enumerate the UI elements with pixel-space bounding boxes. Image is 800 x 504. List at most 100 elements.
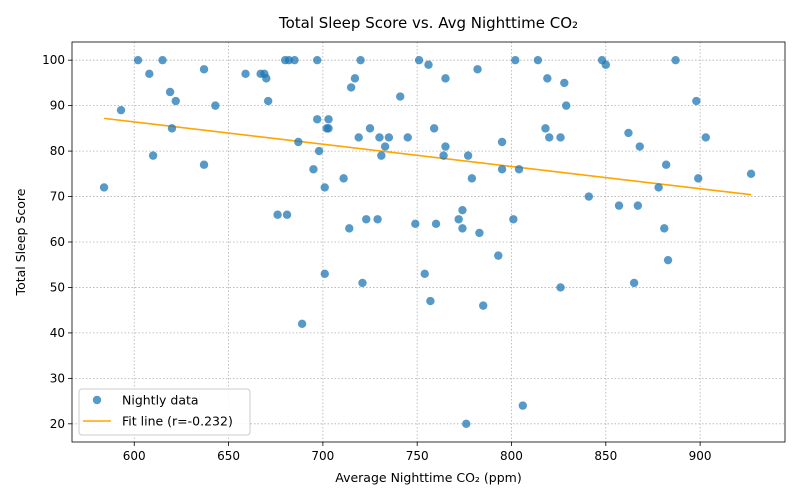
y-tick-label: 60	[50, 235, 65, 249]
x-axis-title: Average Nighttime CO₂ (ppm)	[335, 470, 521, 485]
data-point	[511, 55, 520, 65]
data-point	[396, 92, 405, 101]
data-point	[377, 151, 386, 160]
data-point	[694, 174, 703, 183]
data-point	[497, 165, 507, 174]
data-point	[294, 137, 303, 147]
data-point	[375, 133, 384, 142]
x-tick-label: 850	[594, 449, 617, 463]
data-point	[556, 133, 565, 142]
data-point	[518, 401, 528, 410]
data-point	[116, 105, 126, 115]
data-point	[660, 224, 669, 233]
data-point	[746, 169, 756, 179]
fit-line	[103, 117, 752, 196]
data-point	[431, 219, 441, 229]
data-point	[362, 215, 371, 224]
data-point	[454, 215, 463, 224]
x-tick-label: 800	[500, 449, 523, 463]
legend-label-fit-line: Fit line (r=-0.232)	[122, 414, 233, 429]
data-point	[199, 160, 209, 169]
data-point	[541, 124, 550, 133]
y-tick-label: 90	[50, 99, 65, 113]
x-tick-label: 600	[123, 449, 146, 463]
data-point	[145, 69, 154, 79]
y-tick-label: 50	[50, 280, 65, 294]
data-point	[365, 124, 375, 133]
data-point	[543, 74, 552, 83]
data-point	[211, 101, 220, 110]
data-point	[414, 55, 424, 65]
chart-title: Total Sleep Score vs. Avg Nighttime CO₂	[278, 14, 578, 32]
data-point	[411, 219, 420, 229]
data-point	[429, 124, 439, 133]
data-point	[614, 201, 624, 210]
points-layer	[99, 55, 756, 429]
data-point	[282, 210, 292, 219]
y-axis-ticks: 20 30 40 50 60 70 80 90 100	[42, 53, 72, 431]
data-point	[463, 151, 473, 160]
data-point	[633, 201, 643, 210]
data-point	[373, 215, 382, 224]
data-point	[358, 278, 367, 288]
data-point	[314, 146, 324, 156]
data-point	[663, 255, 673, 265]
data-point	[273, 210, 282, 219]
data-point	[263, 96, 273, 106]
data-point	[545, 133, 554, 142]
data-point	[403, 133, 412, 142]
data-point	[671, 55, 680, 65]
data-point	[309, 165, 318, 174]
grid-layer	[72, 42, 785, 442]
data-point	[479, 301, 488, 310]
data-point	[424, 60, 433, 69]
data-point	[158, 55, 167, 65]
data-point	[439, 151, 448, 160]
data-point	[494, 251, 503, 260]
x-axis-ticks: 600 650 700 750 800 850 900	[123, 442, 712, 463]
data-point	[533, 55, 543, 65]
data-point	[133, 55, 143, 65]
data-point	[509, 215, 518, 224]
data-point	[654, 183, 663, 192]
data-point	[497, 137, 507, 147]
data-point	[473, 65, 482, 74]
data-point	[345, 224, 354, 233]
data-point	[458, 205, 467, 215]
data-point	[99, 183, 109, 192]
x-tick-label: 650	[217, 449, 240, 463]
y-tick-label: 70	[50, 190, 65, 204]
data-point	[584, 192, 594, 201]
data-point	[165, 87, 175, 97]
data-point	[560, 78, 569, 88]
y-tick-label: 80	[50, 144, 65, 158]
data-point	[290, 55, 299, 65]
data-point	[320, 269, 329, 279]
data-point	[624, 128, 633, 138]
x-tick-label: 750	[406, 449, 429, 463]
data-point	[462, 419, 471, 429]
data-point	[199, 65, 209, 74]
data-point	[420, 269, 429, 279]
y-tick-label: 40	[50, 326, 65, 340]
data-point	[324, 115, 333, 124]
legend: Nightly data Fit line (r=-0.232)	[78, 388, 251, 436]
data-point	[441, 142, 450, 151]
data-point	[629, 278, 639, 288]
data-point	[297, 319, 307, 329]
data-point	[514, 165, 524, 174]
data-point	[475, 228, 484, 238]
data-point	[635, 142, 644, 151]
data-point	[313, 115, 322, 124]
data-point	[380, 142, 390, 151]
y-tick-label: 30	[50, 371, 65, 385]
data-point	[556, 283, 565, 292]
data-point	[320, 183, 329, 192]
y-tick-label: 100	[42, 53, 65, 67]
data-point	[241, 69, 250, 79]
data-point	[467, 174, 477, 183]
data-point	[313, 55, 322, 65]
data-point	[458, 224, 467, 233]
